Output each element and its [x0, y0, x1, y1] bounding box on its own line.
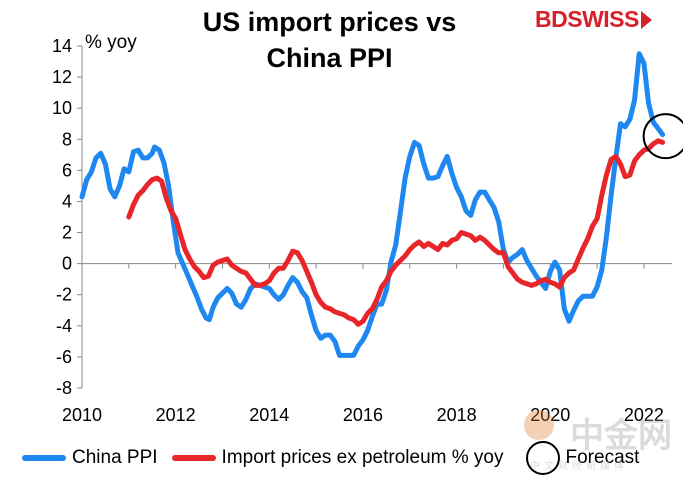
y-tick-label: -4	[56, 316, 72, 336]
watermark-text: 中金网	[570, 416, 672, 456]
series-line-china-ppi	[79, 51, 666, 358]
legend-item-forecast: Forecast	[518, 441, 640, 475]
brand-bd: BD	[535, 6, 568, 32]
y-tick-label: 8	[62, 129, 72, 149]
y-tick-label: 4	[62, 191, 72, 211]
watermark-logo-icon	[524, 410, 554, 440]
forecast-circle	[642, 113, 683, 160]
x-tick-label: 2022	[624, 405, 664, 425]
legend-label-forecast: Forecast	[565, 447, 640, 468]
y-tick-label: -6	[56, 347, 72, 367]
watermark: 中金网 中文财经新媒体	[524, 408, 672, 472]
y-tick-label: 12	[52, 67, 72, 87]
x-tick-label: 2010	[62, 405, 102, 425]
y-tick-label: 2	[62, 223, 72, 243]
y-tick-label: 14	[52, 36, 72, 56]
x-tick-label: 2016	[343, 405, 383, 425]
brand-logo: BD SWISS	[535, 6, 652, 33]
brand-swiss: SWISS	[567, 6, 639, 32]
x-tick-group: 2010 2012 2014 2016 2018 2020 2022	[62, 263, 664, 425]
x-tick-label: 2014	[249, 405, 289, 425]
legend-swatch-blue	[22, 455, 66, 461]
legend-label-import-prices: Import prices ex petroleum % yoy	[221, 447, 504, 468]
y-axis-label: % yoy	[85, 32, 137, 53]
forecast-circle-icon	[525, 441, 560, 475]
y-tick-label: 6	[62, 160, 72, 180]
chart-title-line1: US import prices vs	[202, 7, 457, 37]
y-tick-group: 14 12 10 8 6 4 2 0 -2 -4 -6 -8	[52, 36, 82, 398]
series-line-import-prices	[126, 138, 666, 327]
y-tick-label: -8	[56, 378, 72, 398]
y-tick-label: 10	[52, 98, 72, 118]
brand-arrow-icon	[640, 10, 652, 29]
legend: China PPI Import prices ex petroleum % y…	[22, 441, 653, 475]
watermark-subtext: 中文财经新媒体	[530, 461, 628, 472]
legend-label-china-ppi: China PPI	[72, 447, 158, 468]
series-group	[79, 51, 666, 358]
y-tick-label: -2	[56, 285, 72, 305]
x-tick-label: 2012	[156, 405, 196, 425]
legend-item-china-ppi: China PPI	[22, 447, 158, 469]
x-tick-label: 2018	[437, 405, 477, 425]
x-tick-label: 2020	[530, 405, 570, 425]
legend-item-import-prices: Import prices ex petroleum % yoy	[171, 447, 504, 469]
chart-title-line2: China PPI	[266, 43, 393, 73]
y-tick-label: 0	[62, 254, 72, 274]
legend-swatch-red	[171, 455, 216, 461]
